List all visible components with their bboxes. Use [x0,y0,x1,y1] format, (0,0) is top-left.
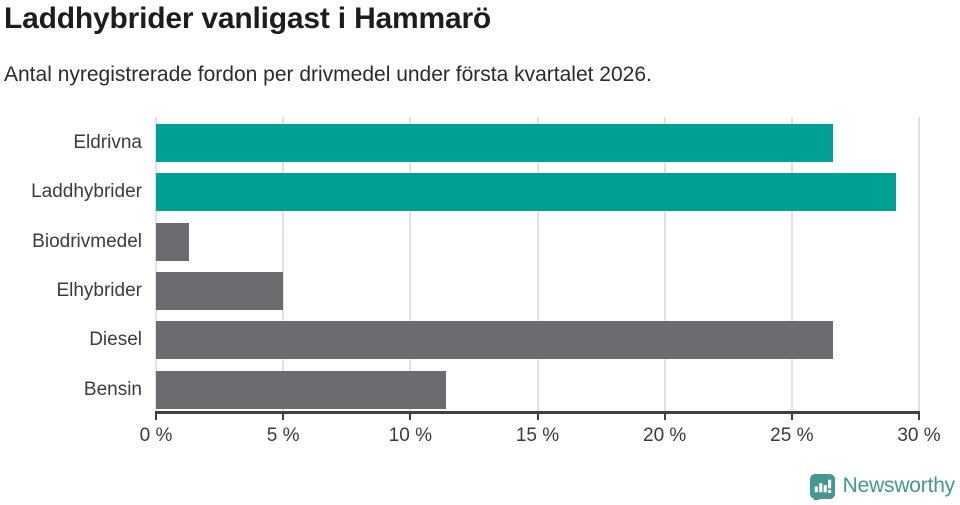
x-tick-label-0: 0 % [139,425,173,446]
x-tick-25 [790,411,793,420]
bar-eldrivna [156,124,833,162]
brand-footer: Newsworthy [809,472,955,500]
category-label-elhybrider: Elhybrider [56,279,142,301]
x-tick-15 [536,411,539,420]
x-tick-10 [409,411,412,420]
gridline-0 [155,117,157,413]
bar-elhybrider [156,271,284,310]
x-tick-30 [918,411,920,420]
category-label-diesel: Diesel [89,329,142,351]
category-label-biodrivmedel: Biodrivmedel [32,230,142,252]
category-label-bensin: Bensin [83,378,142,400]
brand-name: Newsworthy [842,474,956,497]
gridline-20 [663,117,666,413]
x-tick-label-5: 5 % [266,425,300,446]
bar-laddhybrider [156,173,897,212]
chart-title: Laddhybrider vanligast i Hammarö [4,2,492,35]
chart-subtitle: Antal nyregistrerade fordon per drivmede… [4,63,652,86]
gridline-5 [282,117,285,413]
x-tick-label-10: 10 % [388,425,432,446]
gridline-15 [536,117,539,413]
x-tick-0 [155,411,157,420]
x-tick-20 [663,411,666,420]
category-label-laddhybrider: Laddhybrider [31,181,142,203]
x-tick-label-30: 30 % [897,425,941,446]
plot-area [155,115,920,413]
gridline-10 [409,117,412,413]
gridline-30 [918,117,920,413]
x-tick-label-15: 15 % [515,425,560,446]
bar-bensin [156,370,446,409]
newsworthy-logo-icon [809,473,835,500]
x-tick-label-20: 20 % [643,425,687,446]
category-label-eldrivna: Eldrivna [73,132,142,153]
bar-biodrivmedel [156,222,190,261]
x-tick-5 [282,411,285,420]
gridline-25 [790,117,793,413]
x-tick-label-25: 25 % [770,425,814,446]
bar-diesel [156,321,833,360]
